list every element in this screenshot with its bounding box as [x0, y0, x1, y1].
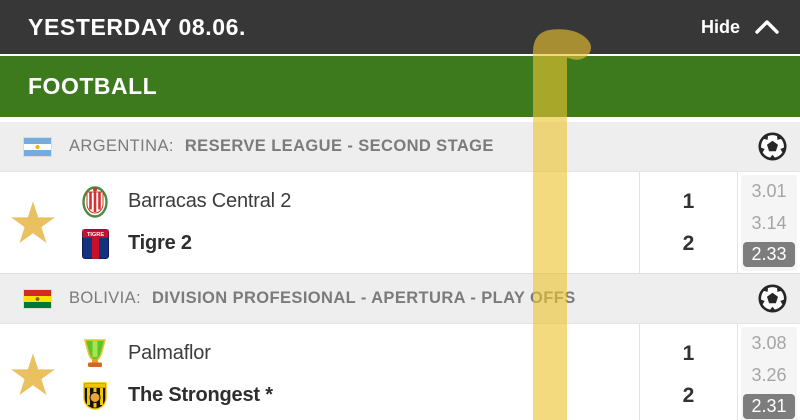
score-column: 1 2: [639, 172, 738, 273]
away-score: 2: [682, 383, 695, 407]
home-team-row: Barracas Central 2: [80, 181, 639, 223]
odds-box: 3.08 3.26 2.31: [741, 327, 797, 420]
league-name: DIVISION PROFESIONAL - APERTURA - PLAY O…: [151, 289, 576, 307]
tigre-logo-icon: TIGRE: [80, 228, 110, 259]
score-column: 1 2: [639, 324, 738, 420]
favorite-star-button[interactable]: [0, 324, 66, 420]
country-name: ARGENTINA:: [69, 137, 174, 155]
match-row-barracas-tigre[interactable]: Barracas Central 2 TIGRE Tigre 2 1: [0, 172, 800, 274]
barracas-central-logo-icon: [80, 185, 110, 218]
section-bolivia: BOLIVIA: DIVISION PROFESIONAL - APERTURA…: [0, 274, 800, 420]
away-score: 2: [682, 231, 695, 255]
date-title: YESTERDAY 08.06.: [28, 13, 246, 40]
section-argentina: ARGENTINA: RESERVE LEAGUE - SECOND STAGE: [0, 122, 800, 274]
soccer-ball-icon[interactable]: [757, 131, 788, 162]
odd-draw[interactable]: 3.14: [751, 212, 787, 233]
home-team-name: Barracas Central 2: [128, 190, 292, 212]
match-row-palmaflor-strongest[interactable]: Palmaflor The Strongest *: [0, 324, 800, 420]
star-icon: [11, 201, 55, 244]
odds-column: 3.08 3.26 2.31: [738, 324, 800, 420]
odd-away-highlighted[interactable]: 2.33: [743, 242, 795, 267]
away-team-name: The Strongest *: [128, 384, 273, 406]
bolivia-flag-icon: [24, 289, 51, 308]
away-team-name: Tigre 2: [128, 232, 192, 254]
country-name: BOLIVIA:: [69, 289, 141, 307]
star-icon: [11, 353, 55, 396]
argentina-flag-icon: [24, 137, 51, 156]
odds-column: 3.01 3.14 2.33: [738, 172, 800, 273]
the-strongest-logo-icon: [80, 381, 110, 411]
league-name: RESERVE LEAGUE - SECOND STAGE: [184, 137, 494, 155]
home-score: 1: [682, 189, 695, 213]
away-team-row: The Strongest *: [80, 375, 639, 417]
sport-banner-football[interactable]: FOOTBALL: [0, 56, 800, 117]
hide-button[interactable]: Hide: [701, 17, 780, 38]
home-team-row: Palmaflor: [80, 333, 639, 375]
odd-away-highlighted[interactable]: 2.31: [743, 394, 795, 419]
home-team-name: Palmaflor: [128, 342, 211, 364]
sport-label: FOOTBALL: [28, 73, 158, 99]
away-team-row: TIGRE Tigre 2: [80, 223, 639, 265]
hide-label: Hide: [700, 16, 740, 37]
home-score: 1: [682, 341, 695, 365]
chevron-up-icon: [755, 20, 779, 34]
odd-draw[interactable]: 3.26: [751, 364, 787, 385]
odds-box: 3.01 3.14 2.33: [741, 175, 797, 271]
league-title: ARGENTINA: RESERVE LEAGUE - SECOND STAGE: [69, 137, 494, 156]
date-header-bar: YESTERDAY 08.06. Hide: [0, 0, 800, 56]
svg-text:TIGRE: TIGRE: [86, 231, 103, 237]
teams-column: Palmaflor The Strongest *: [66, 324, 639, 420]
league-header-argentina[interactable]: ARGENTINA: RESERVE LEAGUE - SECOND STAGE: [0, 122, 800, 172]
soccer-ball-icon[interactable]: [757, 283, 788, 314]
odd-home[interactable]: 3.01: [751, 181, 787, 201]
teams-column: Barracas Central 2 TIGRE Tigre 2: [66, 172, 639, 273]
league-header-bolivia[interactable]: BOLIVIA: DIVISION PROFESIONAL - APERTURA…: [0, 274, 800, 324]
favorite-star-button[interactable]: [0, 172, 66, 273]
odd-home[interactable]: 3.08: [751, 333, 787, 353]
palmaflor-logo-icon: [80, 338, 110, 369]
league-title: BOLIVIA: DIVISION PROFESIONAL - APERTURA…: [69, 289, 576, 308]
